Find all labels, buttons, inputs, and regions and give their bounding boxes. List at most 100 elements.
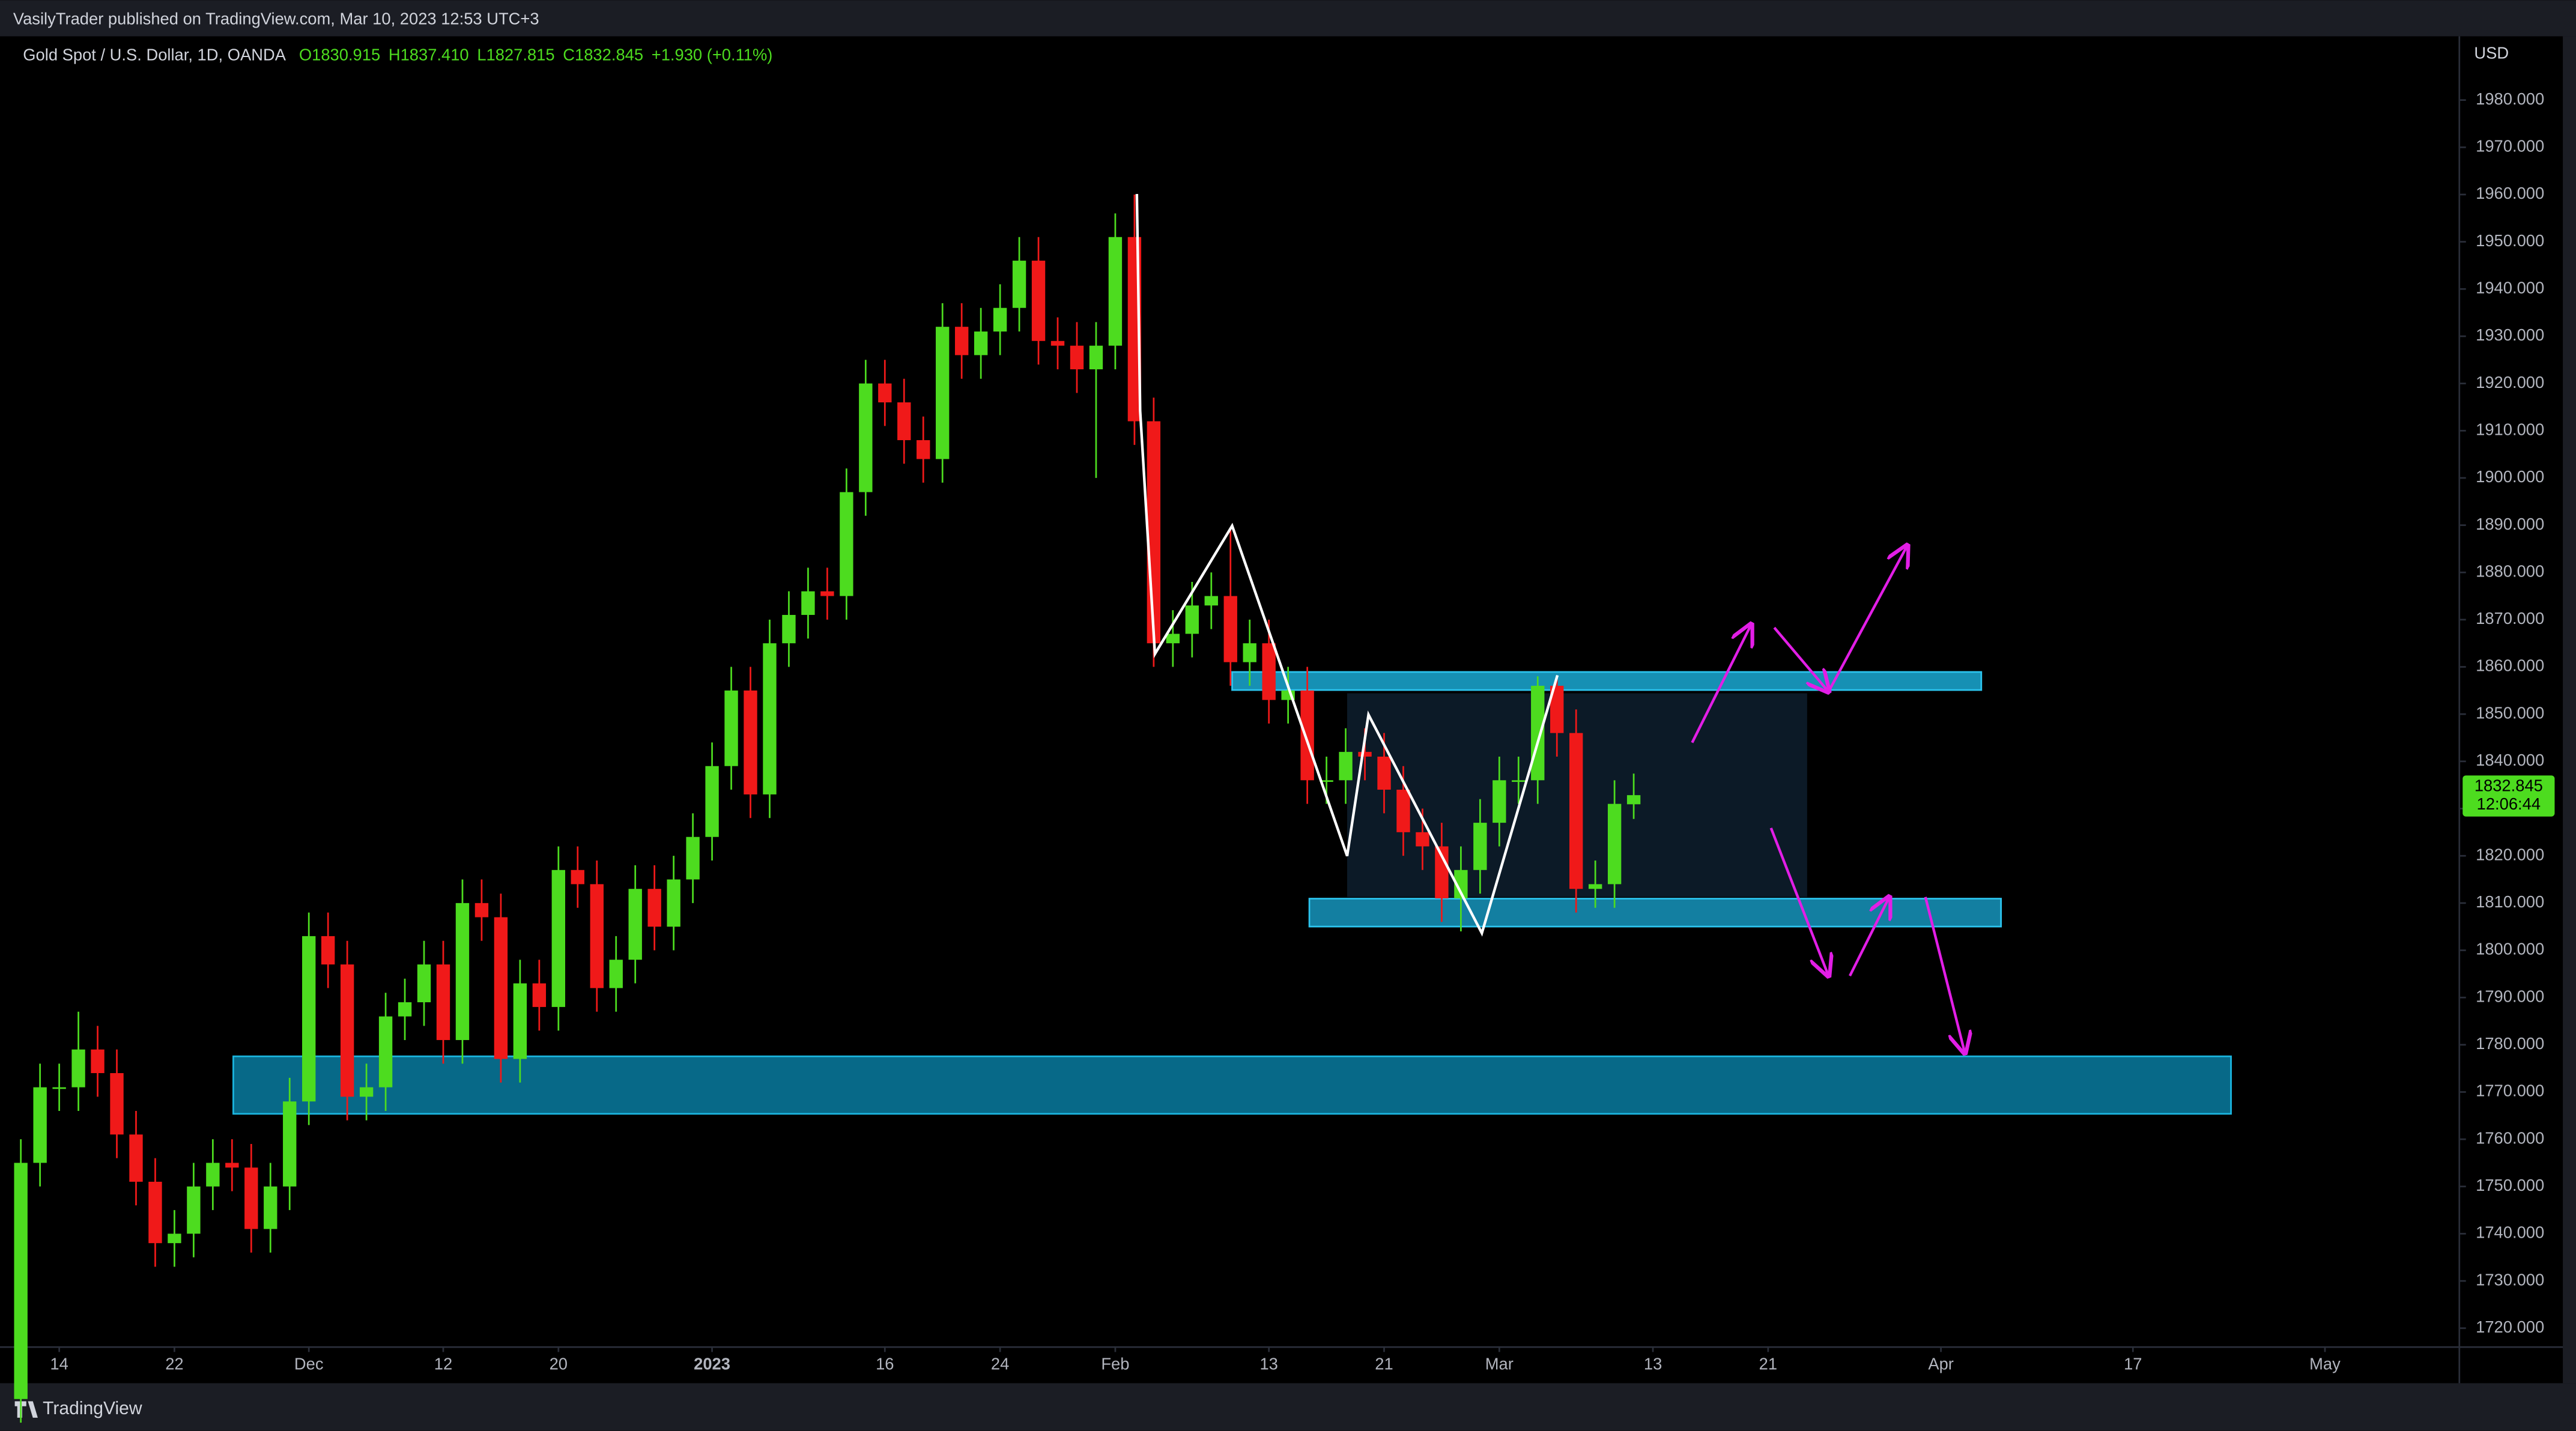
candle-body xyxy=(993,307,1007,332)
candle-body xyxy=(1339,752,1353,781)
x-tick-label: 17 xyxy=(2124,1355,2142,1373)
y-tick-label: 1900.000 xyxy=(2476,467,2544,486)
y-tick-label: 1940.000 xyxy=(2476,278,2544,297)
candle-body xyxy=(1454,870,1468,898)
candle-body xyxy=(91,1049,105,1074)
x-tick-label: 2023 xyxy=(694,1355,730,1373)
candle-body xyxy=(1377,756,1391,790)
x-tick-label: 21 xyxy=(1375,1355,1393,1373)
price-label-box xyxy=(2462,775,2555,817)
arrow xyxy=(1827,545,1907,692)
candle-body xyxy=(494,917,508,1059)
candle-body xyxy=(187,1186,201,1234)
legend-value: C1832.845 xyxy=(563,45,643,64)
candle-body xyxy=(1358,752,1372,757)
y-tick-label: 1800.000 xyxy=(2476,940,2544,958)
candle-body xyxy=(1473,823,1487,870)
candle-body xyxy=(33,1087,47,1163)
candle-body xyxy=(840,492,853,596)
candle-body xyxy=(1550,686,1564,733)
x-tick-label: 13 xyxy=(1644,1355,1662,1373)
candle-body xyxy=(148,1181,162,1244)
y-tick-label: 1890.000 xyxy=(2476,515,2544,533)
y-tick-label: 1910.000 xyxy=(2476,420,2544,438)
candle-body xyxy=(820,591,834,596)
publisher: VasilyTrader published on TradingView.co… xyxy=(13,9,539,28)
side-strip xyxy=(2563,36,2576,1384)
x-tick-label: 21 xyxy=(1759,1355,1777,1373)
candle-body xyxy=(897,402,911,440)
ohlc-legend: O1830.915 H1837.410 L1827.815 C1832.845 +1.9… xyxy=(299,45,773,64)
arrow xyxy=(1924,897,1965,1053)
candle-body xyxy=(283,1101,297,1187)
candle-body xyxy=(417,964,431,1003)
x-tick-label: 12 xyxy=(434,1355,452,1373)
candle-body xyxy=(551,870,566,1007)
candle-body xyxy=(206,1163,220,1187)
candle-body xyxy=(878,383,892,403)
candle-body xyxy=(532,983,547,1007)
candle-body xyxy=(705,766,719,837)
candle-body xyxy=(513,983,527,1059)
y-tick-label: 1860.000 xyxy=(2476,656,2544,675)
candle-body xyxy=(1531,686,1545,781)
candle-body xyxy=(974,331,988,355)
candle-body xyxy=(321,936,335,965)
y-tick-label: 1760.000 xyxy=(2476,1128,2544,1147)
candle-body xyxy=(225,1163,239,1168)
legend-value: L1827.815 xyxy=(477,45,554,64)
support-zone xyxy=(232,1055,2232,1115)
candle-body xyxy=(1108,237,1123,346)
candle-body xyxy=(1512,780,1526,782)
candle-body xyxy=(340,964,354,1097)
candle-body xyxy=(917,440,930,459)
candle-body xyxy=(1569,733,1583,889)
candle-body xyxy=(647,889,661,927)
zigzag xyxy=(1135,193,1559,937)
candle-body xyxy=(1320,780,1333,782)
x-tick-label: 24 xyxy=(991,1355,1009,1373)
x-tick-label: Dec xyxy=(294,1355,324,1373)
candle-body xyxy=(1588,884,1602,889)
chart-title: Gold Spot / U.S. Dollar, 1D, OANDA xyxy=(23,45,286,64)
candle-body xyxy=(628,889,642,960)
candle-body xyxy=(1166,634,1180,644)
y-tick-label: 1850.000 xyxy=(2476,703,2544,722)
footer-bar xyxy=(0,1383,2576,1431)
candle-body xyxy=(264,1186,277,1229)
candles xyxy=(14,194,1641,1423)
legend-value: H1837.410 xyxy=(389,45,469,64)
candle-body xyxy=(609,960,623,988)
candle-body xyxy=(14,1163,28,1399)
y-tick-label: 1720.000 xyxy=(2476,1318,2544,1336)
candle-body xyxy=(359,1087,374,1097)
y-tick-label: 1980.000 xyxy=(2476,89,2544,108)
candle-body xyxy=(782,615,796,644)
candle-body xyxy=(244,1167,258,1229)
countdown: 12:06:44 xyxy=(2477,794,2541,813)
candle-body xyxy=(1300,690,1314,781)
y-tick-label: 1920.000 xyxy=(2476,373,2544,392)
candle-body xyxy=(1012,261,1026,308)
support-zone xyxy=(1308,898,2002,928)
candle-body xyxy=(1147,421,1161,644)
candle-body xyxy=(1607,803,1622,885)
candle-body xyxy=(110,1073,124,1135)
candle-body xyxy=(763,643,777,794)
y-tick-label: 1810.000 xyxy=(2476,892,2544,911)
axis-unit: USD xyxy=(2474,44,2509,62)
candle-body xyxy=(52,1087,66,1089)
resistance-zone xyxy=(1231,671,1983,691)
x-tick-label: Mar xyxy=(1485,1355,1514,1373)
candle-body xyxy=(954,327,969,355)
candle-body xyxy=(667,879,680,927)
y-tick-label: 1730.000 xyxy=(2476,1270,2544,1289)
candle-body xyxy=(436,964,450,1040)
candle-body xyxy=(1089,345,1103,369)
y-tick-label: 1770.000 xyxy=(2476,1082,2544,1100)
x-tick-label: 14 xyxy=(50,1355,68,1373)
y-tick-label: 1880.000 xyxy=(2476,561,2544,580)
top-bar xyxy=(0,0,2576,37)
candle-body xyxy=(859,383,873,492)
